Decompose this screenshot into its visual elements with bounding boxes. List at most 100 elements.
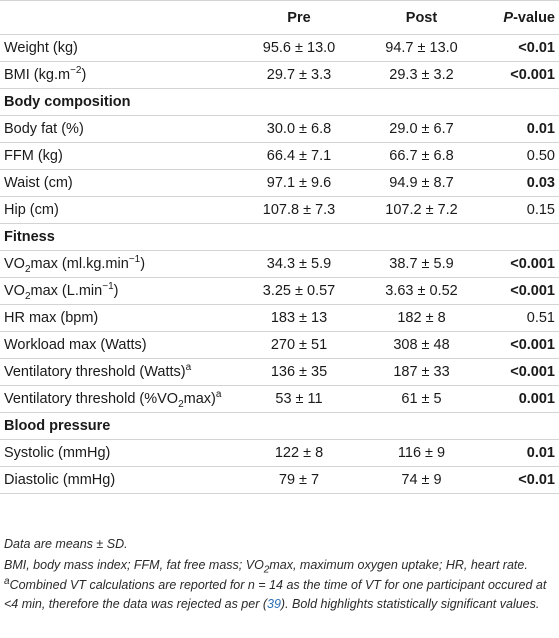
pre-value: 66.4 ± 7.1 [238,142,360,170]
pre-value: 95.6 ± 13.0 [238,34,360,62]
pre-value: 29.7 ± 3.3 [238,61,360,89]
footnote-text: ). Bold highlights statistically signifi… [280,596,540,611]
p-value: 0.01 [483,439,559,467]
footnote-abbreviations: BMI, body mass index; FFM, fat free mass… [4,556,554,575]
pre-value: 136 ± 35 [238,358,360,386]
row-label: VO2max (L.min−1) [0,277,238,305]
post-value: 187 ± 33 [360,358,483,386]
p-value: 0.03 [483,169,559,197]
table-row-ffm: FFM (kg) 66.4 ± 7.1 66.7 ± 6.8 0.50 [0,142,559,170]
header-p-italic: P [503,9,514,26]
pre-value: 53 ± 11 [238,385,360,413]
pre-value: 97.1 ± 9.6 [238,169,360,197]
row-label: Workload max (Watts) [0,331,238,359]
row-label-text: max) [183,391,216,407]
table-row-vo2max-relative: VO2max (ml.kg.min−1) 34.3 ± 5.9 38.7 ± 5… [0,250,559,278]
table-row-hr-max: HR max (bpm) 183 ± 13 182 ± 8 0.51 [0,304,559,332]
post-value: 182 ± 8 [360,304,483,332]
row-label-superscript: −2 [70,65,82,77]
section-row-fitness: Fitness [0,223,559,251]
row-label-superscript: a [185,362,192,374]
table-row-bmi: BMI (kg.m−2) 29.7 ± 3.3 29.3 ± 3.2 <0.00… [0,61,559,89]
row-label-text: Ventilatory threshold (Watts) [4,364,186,380]
post-value: 66.7 ± 6.8 [360,142,483,170]
table-row-workload-max: Workload max (Watts) 270 ± 51 308 ± 48 <… [0,331,559,359]
footnote-marker: a [4,575,10,587]
post-value: 94.9 ± 8.7 [360,169,483,197]
p-value: <0.001 [483,358,559,386]
p-value: 0.51 [483,304,559,332]
row-label-text: VO [4,256,25,272]
section-row-body-composition: Body composition [0,88,559,116]
row-label: BMI (kg.m−2) [0,61,238,89]
p-value: <0.001 [483,277,559,305]
reference-link-39[interactable]: 39 [267,596,281,611]
pre-value: 107.8 ± 7.3 [238,196,360,224]
table-footnotes: Data are means ± SD. BMI, body mass inde… [4,535,554,615]
post-value: 116 ± 9 [360,439,483,467]
table-row-vo2max-absolute: VO2max (L.min−1) 3.25 ± 0.57 3.63 ± 0.52… [0,277,559,305]
post-value: 3.63 ± 0.52 [360,277,483,305]
table-row-vt-percent-vo2max: Ventilatory threshold (%VO2max)a 53 ± 11… [0,385,559,413]
table-row-vt-watts: Ventilatory threshold (Watts)a 136 ± 35 … [0,358,559,386]
footnote-text: Combined VT calculations are reported fo… [4,578,547,611]
row-label: Diastolic (mmHg) [0,466,238,494]
pre-value: 270 ± 51 [238,331,360,359]
post-value: 308 ± 48 [360,331,483,359]
row-label: FFM (kg) [0,142,238,170]
pre-value: 30.0 ± 6.8 [238,115,360,143]
section-row-blood-pressure: Blood pressure [0,412,559,440]
header-p-value: P-value [483,0,559,35]
header-pre: Pre [238,0,360,35]
pre-value: 3.25 ± 0.57 [238,277,360,305]
post-value: 29.3 ± 3.2 [360,61,483,89]
post-value: 38.7 ± 5.9 [360,250,483,278]
section-label: Blood pressure [0,412,559,440]
post-value: 107.2 ± 7.2 [360,196,483,224]
p-value: 0.001 [483,385,559,413]
row-label: Body fat (%) [0,115,238,143]
row-label-text: max (L.min [30,283,103,299]
row-label-subscript: 2 [24,263,31,275]
table-row-body-fat: Body fat (%) 30.0 ± 6.8 29.0 ± 6.7 0.01 [0,115,559,143]
row-label: Systolic (mmHg) [0,439,238,467]
post-value: 94.7 ± 13.0 [360,34,483,62]
row-label-text: ) [113,283,119,299]
row-label-text: max (ml.kg.min [30,256,129,272]
row-label: VO2max (ml.kg.min−1) [0,250,238,278]
pre-value: 122 ± 8 [238,439,360,467]
row-label: Waist (cm) [0,169,238,197]
p-value: 0.15 [483,196,559,224]
row-label-superscript: −1 [128,254,141,266]
table-header-row: Pre Post P-value [0,0,559,35]
row-label: Weight (kg) [0,34,238,62]
table-row-hip: Hip (cm) 107.8 ± 7.3 107.2 ± 7.2 0.15 [0,196,559,224]
footnote-data-means: Data are means ± SD. [4,537,128,551]
row-label-text: ) [81,67,87,83]
row-label: Ventilatory threshold (%VO2max)a [0,385,238,413]
footnote-text: BMI, body mass index; FFM, fat free mass… [4,557,264,572]
pre-value: 183 ± 13 [238,304,360,332]
p-value: <0.001 [483,331,559,359]
table-row-waist: Waist (cm) 97.1 ± 9.6 94.9 ± 8.7 0.03 [0,169,559,197]
row-label-text: Ventilatory threshold (%VO [4,391,179,407]
row-label-text: BMI (kg.m [4,67,71,83]
row-label-superscript: a [215,389,222,401]
header-p-suffix: -value [513,9,555,26]
header-variable [0,0,238,35]
pre-value: 34.3 ± 5.9 [238,250,360,278]
p-value: <0.01 [483,466,559,494]
p-value: <0.001 [483,250,559,278]
row-label: Hip (cm) [0,196,238,224]
results-table: Pre Post P-value Weight (kg) 95.6 ± 13.0… [0,0,559,494]
footnote-text: max, maximum oxygen uptake; HR, heart ra… [269,557,528,572]
p-value: 0.01 [483,115,559,143]
post-value: 74 ± 9 [360,466,483,494]
pre-value: 79 ± 7 [238,466,360,494]
row-label-text: VO [4,283,25,299]
header-post: Post [360,0,483,35]
row-label-superscript: −1 [102,281,114,293]
p-value: <0.01 [483,34,559,62]
section-label: Body composition [0,88,559,116]
